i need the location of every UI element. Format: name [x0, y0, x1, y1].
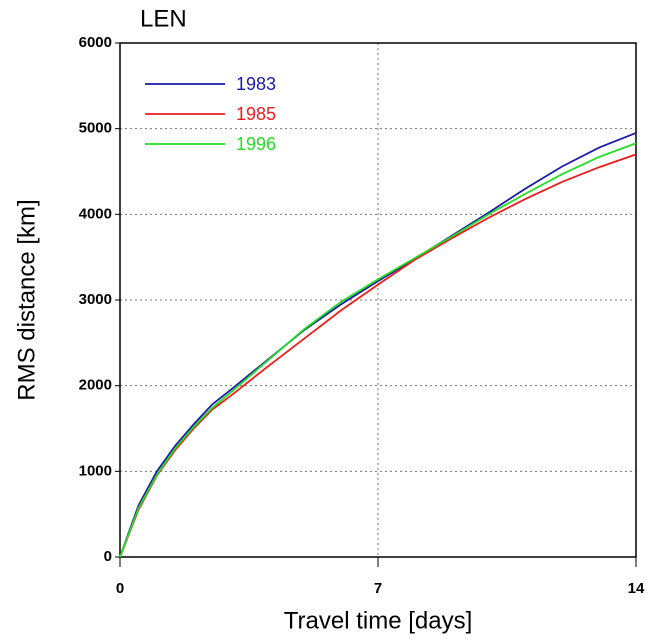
x-tick-label: 7	[374, 580, 382, 597]
y-tick-label: 3000	[79, 291, 112, 308]
y-tick-label: 5000	[79, 120, 112, 137]
legend-label: 1985	[236, 104, 276, 124]
chart-title: LEN	[140, 5, 187, 32]
x-tick-label: 14	[628, 580, 645, 597]
y-tick-label: 2000	[79, 377, 112, 394]
plot-frame	[119, 42, 637, 558]
y-tick-label: 6000	[79, 34, 112, 51]
x-axis-label: Travel time [days]	[284, 607, 473, 634]
data-line	[119, 132, 637, 558]
legend-label: 1983	[236, 74, 276, 94]
y-tick-label: 0	[104, 548, 112, 565]
legend-label: 1996	[236, 134, 276, 154]
y-axis-label: RMS distance [km]	[13, 199, 40, 400]
y-tick-label: 1000	[79, 462, 112, 479]
x-tick-label: 0	[116, 580, 124, 597]
data-line	[119, 142, 637, 558]
y-tick-label: 4000	[79, 205, 112, 222]
